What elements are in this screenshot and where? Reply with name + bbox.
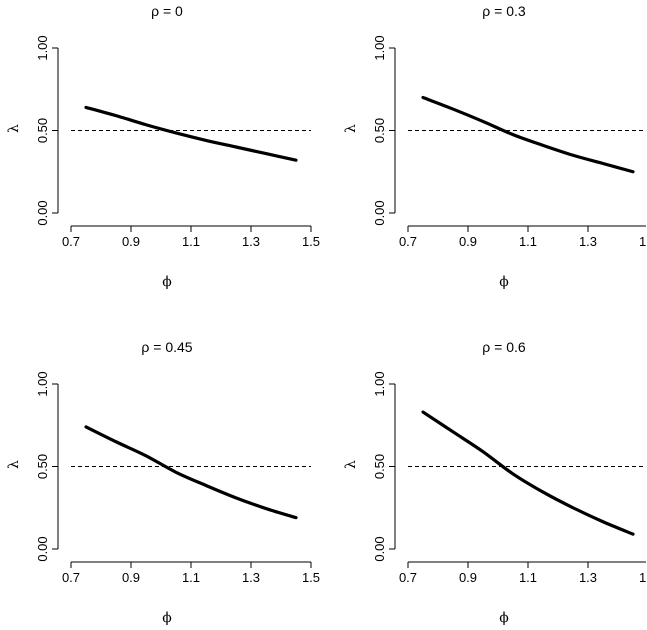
y-tick-label: 0.00 xyxy=(372,536,387,561)
y-axis-label: λ xyxy=(343,124,359,133)
y-axis-label: λ xyxy=(6,460,22,469)
y-tick-label: 1.00 xyxy=(35,35,50,60)
y-tick-label: 0.50 xyxy=(372,454,387,479)
x-tick-label: 0.9 xyxy=(459,234,477,249)
y-tick-label: 0.50 xyxy=(35,118,50,143)
x-tick-label: 1.1 xyxy=(182,234,200,249)
x-tick-label: 0.9 xyxy=(459,570,477,585)
x-tick-label: 1.1 xyxy=(519,234,537,249)
x-axis-label: ϕ xyxy=(499,274,509,290)
series-line xyxy=(84,425,298,520)
chart-panel-2: ρ = 0.3 0.7 0.9 1.1 1.3 1.5 0.00 0.50 1.00 ϕ λ xyxy=(343,3,647,290)
chart-panel-4: ρ = 0.6 0.7 0.9 1.1 1.3 1.5 0.00 0.50 1.00 ϕ λ xyxy=(343,339,647,626)
x-tick-label: 0.9 xyxy=(122,234,140,249)
x-tick-label: 0.7 xyxy=(62,234,80,249)
x-tick-label: 1.5 xyxy=(302,570,320,585)
x-axis-label: ϕ xyxy=(162,610,172,626)
x-tick-label: 1.3 xyxy=(579,234,597,249)
x-tick-label: 1.3 xyxy=(579,570,597,585)
y-tick-label: 0.00 xyxy=(372,200,387,225)
x-tick-label: 0.7 xyxy=(399,570,417,585)
y-tick-label: 0.50 xyxy=(35,454,50,479)
x-tick-label: 0.7 xyxy=(62,570,80,585)
x-tick-label: 1.1 xyxy=(182,570,200,585)
x-tick-label: 0.9 xyxy=(122,570,140,585)
x-tick-label: 1.5 xyxy=(639,234,647,249)
y-axis-label: λ xyxy=(6,124,22,133)
x-tick-label: 1.5 xyxy=(302,234,320,249)
y-tick-label: 1.00 xyxy=(372,371,387,396)
chart-panel-3: ρ = 0.45 0.7 0.9 1.1 1.3 1.5 0.00 0.50 1.00 ϕ λ xyxy=(6,339,320,626)
y-axis-label: λ xyxy=(343,460,359,469)
chart-panel-1: ρ = 0 0.7 0.9 1.1 1.3 1.5 0.00 0.50 1.00 ϕ λ xyxy=(6,3,320,290)
x-tick-label: 1.3 xyxy=(242,570,260,585)
y-tick-label: 1.00 xyxy=(35,371,50,396)
x-axis-label: ϕ xyxy=(162,274,172,290)
series-line xyxy=(421,410,635,536)
x-tick-label: 1.3 xyxy=(242,234,260,249)
x-tick-label: 1.5 xyxy=(639,570,647,585)
panel-title: ρ = 0.6 xyxy=(482,339,526,355)
y-tick-label: 0.00 xyxy=(35,200,50,225)
panel-title: ρ = 0.45 xyxy=(141,339,192,355)
series-line xyxy=(421,95,635,174)
x-axis-label: ϕ xyxy=(499,610,509,626)
y-tick-label: 0.50 xyxy=(372,118,387,143)
x-tick-label: 1.1 xyxy=(519,570,537,585)
y-tick-label: 1.00 xyxy=(372,35,387,60)
panel-title: ρ = 0.3 xyxy=(482,3,526,19)
panel-title: ρ = 0 xyxy=(151,3,183,19)
series-line xyxy=(84,105,298,162)
y-tick-label: 0.00 xyxy=(35,536,50,561)
x-tick-label: 0.7 xyxy=(399,234,417,249)
